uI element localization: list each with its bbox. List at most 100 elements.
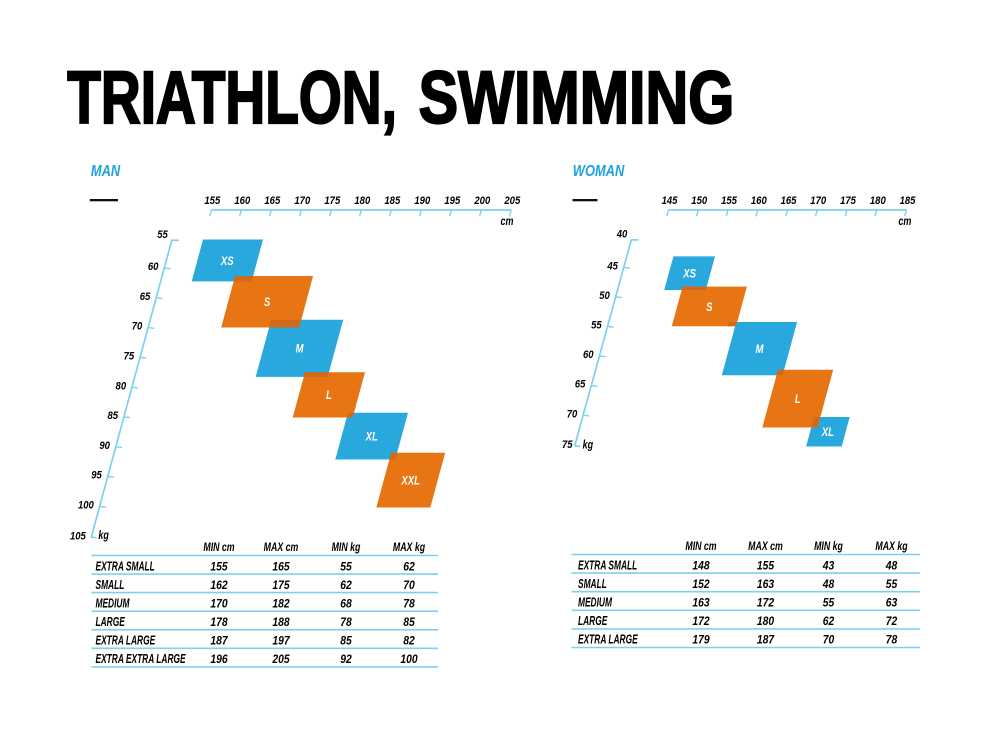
svg-text:155: 155 (210, 561, 228, 574)
svg-text:63: 63 (886, 597, 898, 610)
svg-text:50: 50 (599, 290, 610, 302)
svg-text:100: 100 (400, 653, 418, 666)
svg-text:162: 162 (210, 579, 228, 592)
svg-text:S: S (264, 296, 271, 309)
svg-text:95: 95 (91, 470, 102, 482)
svg-text:178: 178 (210, 616, 228, 629)
svg-text:SMALL: SMALL (578, 577, 607, 591)
svg-text:150: 150 (691, 196, 707, 208)
svg-text:XL: XL (365, 430, 378, 443)
svg-text:EXTRA EXTRA LARGE: EXTRA EXTRA LARGE (96, 652, 187, 666)
svg-text:172: 172 (757, 597, 775, 610)
svg-text:180: 180 (354, 196, 370, 208)
svg-text:XS: XS (220, 255, 234, 268)
svg-text:55: 55 (823, 597, 835, 610)
svg-text:170: 170 (810, 196, 826, 208)
svg-text:185: 185 (900, 196, 916, 208)
svg-text:163: 163 (757, 578, 775, 591)
svg-text:182: 182 (272, 598, 290, 611)
svg-text:190: 190 (414, 196, 430, 208)
svg-text:155: 155 (757, 560, 775, 573)
svg-text:78: 78 (340, 616, 352, 629)
svg-text:172: 172 (692, 615, 710, 628)
svg-text:cm: cm (501, 216, 514, 228)
svg-text:68: 68 (340, 598, 352, 611)
svg-text:78: 78 (886, 634, 898, 647)
svg-text:70: 70 (403, 579, 415, 592)
svg-text:MIN cm: MIN cm (685, 540, 716, 554)
svg-text:MAX cm: MAX cm (748, 540, 783, 554)
svg-text:62: 62 (823, 615, 835, 628)
svg-text:MEDIUM: MEDIUM (96, 597, 131, 611)
svg-text:EXTRA LARGE: EXTRA LARGE (96, 634, 156, 648)
svg-text:55: 55 (591, 320, 602, 332)
svg-text:70: 70 (823, 634, 835, 647)
svg-text:179: 179 (692, 634, 710, 647)
svg-text:M: M (756, 343, 765, 356)
svg-text:80: 80 (116, 381, 127, 393)
svg-text:165: 165 (781, 196, 797, 208)
svg-text:65: 65 (140, 291, 151, 303)
svg-text:152: 152 (692, 578, 710, 591)
svg-text:TRIATHLON,: TRIATHLON, (67, 56, 397, 139)
svg-text:MAN: MAN (91, 163, 121, 181)
svg-text:187: 187 (210, 635, 228, 648)
svg-text:175: 175 (840, 196, 856, 208)
svg-text:48: 48 (822, 578, 835, 591)
svg-text:62: 62 (403, 561, 415, 574)
svg-text:LARGE: LARGE (96, 615, 126, 629)
svg-text:SMALL: SMALL (96, 578, 125, 592)
svg-text:72: 72 (886, 615, 898, 628)
svg-text:M: M (296, 343, 305, 356)
svg-text:85: 85 (403, 616, 415, 629)
svg-text:L: L (795, 393, 801, 406)
svg-text:MIN kg: MIN kg (814, 540, 843, 554)
svg-text:85: 85 (107, 410, 118, 422)
svg-text:205: 205 (271, 653, 290, 666)
svg-text:200: 200 (473, 196, 490, 208)
svg-text:175: 175 (272, 579, 290, 592)
svg-text:155: 155 (204, 196, 220, 208)
svg-text:100: 100 (78, 500, 94, 512)
svg-text:188: 188 (272, 616, 290, 629)
svg-text:MIN kg: MIN kg (332, 541, 361, 555)
svg-text:78: 78 (403, 598, 415, 611)
svg-text:148: 148 (692, 560, 710, 573)
svg-text:65: 65 (575, 379, 586, 391)
svg-text:205: 205 (503, 196, 520, 208)
svg-text:82: 82 (403, 635, 415, 648)
svg-text:40: 40 (616, 229, 628, 241)
svg-text:EXTRA SMALL: EXTRA SMALL (578, 559, 637, 573)
svg-text:170: 170 (210, 598, 228, 611)
svg-text:180: 180 (757, 615, 775, 628)
svg-text:kg: kg (98, 530, 109, 542)
svg-text:196: 196 (210, 653, 228, 666)
svg-text:185: 185 (384, 196, 400, 208)
svg-text:70: 70 (132, 321, 143, 333)
svg-text:XL: XL (821, 426, 834, 439)
svg-text:cm: cm (898, 216, 911, 228)
svg-text:165: 165 (272, 561, 290, 574)
svg-text:EXTRA SMALL: EXTRA SMALL (96, 560, 155, 574)
svg-text:90: 90 (99, 440, 110, 452)
svg-text:145: 145 (662, 196, 678, 208)
svg-text:160: 160 (234, 196, 250, 208)
svg-text:WOMAN: WOMAN (573, 163, 625, 181)
svg-text:LARGE: LARGE (578, 614, 608, 628)
svg-text:MIN cm: MIN cm (203, 541, 234, 555)
svg-text:60: 60 (148, 261, 159, 273)
svg-text:155: 155 (721, 196, 737, 208)
svg-text:MAX kg: MAX kg (393, 541, 426, 555)
svg-text:170: 170 (294, 196, 310, 208)
svg-text:163: 163 (692, 597, 710, 610)
svg-text:S: S (706, 301, 713, 314)
svg-text:48: 48 (885, 560, 898, 573)
svg-text:EXTRA LARGE: EXTRA LARGE (578, 633, 638, 647)
svg-text:45: 45 (606, 261, 618, 273)
svg-text:kg: kg (583, 439, 594, 451)
svg-text:55: 55 (157, 229, 168, 241)
svg-text:187: 187 (757, 634, 775, 647)
svg-text:SWIMMING: SWIMMING (419, 57, 735, 140)
svg-text:105: 105 (70, 531, 86, 543)
svg-text:75: 75 (562, 439, 573, 451)
